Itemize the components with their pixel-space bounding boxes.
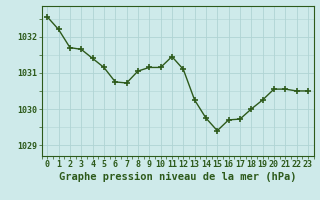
- X-axis label: Graphe pression niveau de la mer (hPa): Graphe pression niveau de la mer (hPa): [59, 172, 296, 182]
